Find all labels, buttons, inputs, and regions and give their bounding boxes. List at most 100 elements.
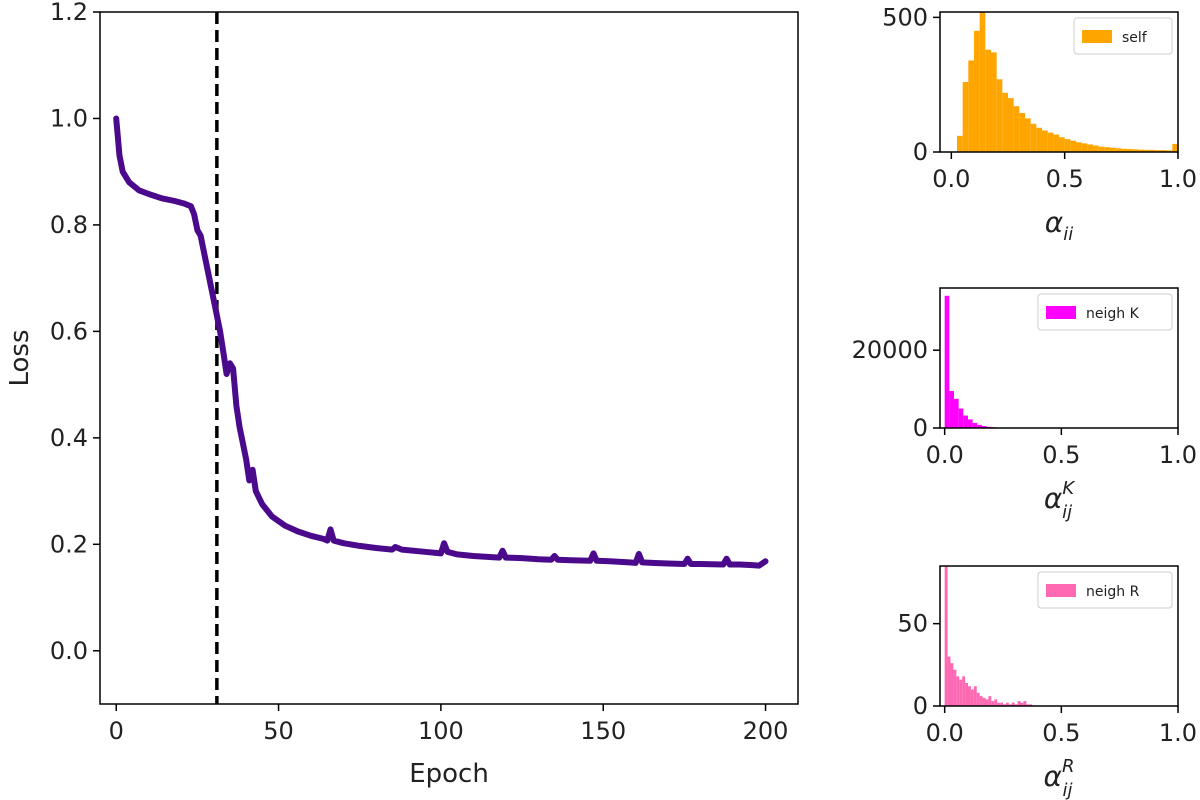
x-axis-title-sub: ii [1063, 224, 1073, 245]
x-axis-title-sup: K [1062, 478, 1075, 499]
hist-bar [996, 79, 1003, 152]
x-tick-label: 1.0 [1159, 165, 1197, 193]
hist-bar [1081, 143, 1088, 152]
hist-bar [1029, 704, 1033, 706]
x-tick-label: 0 [109, 717, 124, 745]
hist-bar [1104, 147, 1110, 152]
x-tick-label: 0.0 [926, 719, 964, 747]
chart-neighK: neigh K 0.0 0.5 1.0 0 20000 αK ij [852, 287, 1197, 523]
legend: neigh K [1037, 293, 1173, 331]
hist-bar [962, 676, 966, 706]
legend-swatch [1082, 30, 1112, 43]
x-tick-label: 0.0 [926, 441, 964, 469]
plot-area [944, 566, 1033, 706]
hist-bar [949, 391, 954, 428]
hist-bar [1042, 130, 1048, 152]
hist-bar [1053, 134, 1059, 152]
x-axis-title-sub: ij [1062, 502, 1072, 523]
legend-box [1037, 571, 1173, 609]
hist-bar [997, 702, 1001, 706]
axes-frame [939, 565, 1179, 707]
hist-bar [1115, 148, 1122, 152]
hist-bar [1166, 150, 1173, 152]
legend: neigh R [1037, 571, 1173, 609]
hist-bar [962, 82, 969, 152]
hist-bar [988, 696, 992, 706]
hist-bar [968, 686, 971, 706]
hist-bar [1003, 704, 1006, 706]
hist-bar [963, 415, 968, 428]
x-axis-title-sup: R [1062, 756, 1075, 777]
hist-bar [982, 697, 986, 706]
hist-bar [1036, 127, 1042, 152]
y-tick-label: 50 [897, 610, 928, 638]
hist-bar [1093, 145, 1099, 152]
axes-frame [939, 11, 1179, 153]
hist-bar [1014, 704, 1018, 706]
series-line-loss [113, 115, 769, 569]
plot-area [113, 12, 769, 704]
hist-bar [1132, 149, 1139, 152]
hist-bar [991, 701, 995, 706]
hist-bar [1127, 149, 1133, 152]
hist-bar [991, 52, 997, 152]
x-tick-label: 200 [743, 717, 789, 745]
hist-bar [994, 699, 998, 706]
axes-frame [939, 287, 1179, 429]
legend-label: self [1122, 30, 1148, 46]
chart-neighR: neigh R 0.0 0.5 1.0 0 50 αR ij [897, 565, 1197, 800]
hist-bar [953, 669, 957, 706]
hist-bar [1047, 132, 1054, 152]
hist-bar [1144, 149, 1150, 152]
hist-bar [947, 656, 951, 706]
hist-bar [1011, 702, 1015, 706]
hist-bar [1023, 701, 1027, 706]
hist-bar [1070, 140, 1076, 152]
x-axis-title-sub: ij [1062, 780, 1072, 800]
hist-bar [977, 424, 982, 428]
hist-bar [1008, 98, 1014, 152]
hist-bar [944, 295, 950, 428]
hist-bar [1121, 148, 1127, 152]
hist-bar [1008, 704, 1012, 706]
y-tick-label: 0 [913, 692, 928, 720]
y-tick-label: 0.2 [50, 530, 88, 558]
x-tick-label: 1.0 [1159, 719, 1197, 747]
hist-bar [979, 12, 986, 152]
hist-bar [968, 419, 973, 428]
hist-bar [976, 692, 980, 706]
hist-bar [1020, 702, 1024, 706]
hist-bar [979, 696, 983, 706]
hist-bar [1019, 112, 1025, 152]
hist-bar [965, 682, 968, 706]
hist-bar [1161, 150, 1167, 152]
y-tick-label: 500 [882, 3, 928, 31]
hist-bar [985, 699, 989, 706]
hist-bar [970, 689, 974, 706]
y-tick-label: 0.8 [50, 211, 88, 239]
legend-swatch [1046, 306, 1076, 319]
hist-bar [982, 426, 987, 428]
x-axis-title: Epoch [409, 759, 489, 789]
hist-bar [973, 686, 977, 706]
hist-bar [957, 135, 963, 152]
y-tick-label: 0.4 [50, 424, 88, 452]
x-axis-title-base: α [1044, 760, 1063, 793]
y-tick-label: 0 [913, 138, 928, 166]
y-tick-label: 0 [913, 414, 928, 442]
y-tick-label: 0.0 [50, 637, 88, 665]
hist-bar [972, 422, 978, 428]
y-tick-label: 1.2 [50, 0, 88, 26]
x-tick-label: 0.5 [1042, 441, 1080, 469]
x-axis-title-base: α [1045, 206, 1064, 239]
hist-bar [1076, 142, 1082, 152]
y-tick-label: 20000 [852, 336, 928, 364]
y-tick-label: 0.6 [50, 317, 88, 345]
y-axis-title: Loss [5, 329, 35, 386]
legend-box [1037, 293, 1173, 331]
x-tick-label: 0.5 [1046, 165, 1084, 193]
hist-bar [1138, 149, 1144, 152]
hist-bar [1064, 139, 1071, 152]
hist-bar [1000, 702, 1003, 706]
